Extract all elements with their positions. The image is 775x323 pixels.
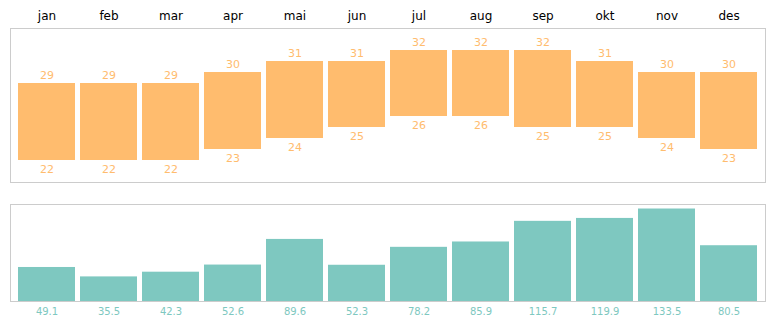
svg-text:32: 32 bbox=[412, 36, 426, 49]
svg-text:22: 22 bbox=[102, 163, 116, 176]
svg-text:85.9: 85.9 bbox=[470, 306, 492, 317]
svg-text:49.1: 49.1 bbox=[36, 306, 58, 317]
svg-text:31: 31 bbox=[288, 47, 302, 60]
svg-text:35.5: 35.5 bbox=[98, 306, 120, 317]
svg-text:31: 31 bbox=[598, 47, 612, 60]
svg-text:aug: aug bbox=[470, 9, 493, 23]
svg-text:22: 22 bbox=[40, 163, 54, 176]
svg-text:133.5: 133.5 bbox=[653, 306, 682, 317]
svg-text:mar: mar bbox=[159, 9, 183, 23]
svg-text:23: 23 bbox=[722, 152, 736, 165]
svg-text:30: 30 bbox=[660, 58, 674, 71]
svg-text:52.6: 52.6 bbox=[222, 306, 244, 317]
svg-text:25: 25 bbox=[598, 130, 612, 143]
svg-text:feb: feb bbox=[99, 9, 118, 23]
svg-text:30: 30 bbox=[226, 58, 240, 71]
svg-text:78.2: 78.2 bbox=[408, 306, 430, 317]
svg-text:26: 26 bbox=[474, 119, 488, 132]
svg-text:apr: apr bbox=[223, 9, 243, 23]
svg-text:29: 29 bbox=[40, 69, 54, 82]
svg-text:89.6: 89.6 bbox=[284, 306, 306, 317]
svg-text:22: 22 bbox=[164, 163, 178, 176]
svg-text:sep: sep bbox=[532, 9, 553, 23]
svg-text:119.9: 119.9 bbox=[591, 306, 620, 317]
svg-text:42.3: 42.3 bbox=[160, 306, 182, 317]
svg-text:115.7: 115.7 bbox=[529, 306, 558, 317]
svg-text:25: 25 bbox=[350, 130, 364, 143]
svg-text:26: 26 bbox=[412, 119, 426, 132]
svg-text:nov: nov bbox=[656, 9, 678, 23]
svg-text:25: 25 bbox=[536, 130, 550, 143]
svg-text:des: des bbox=[718, 9, 739, 23]
svg-text:29: 29 bbox=[164, 69, 178, 82]
svg-text:jul: jul bbox=[411, 9, 426, 23]
svg-text:32: 32 bbox=[474, 36, 488, 49]
svg-text:23: 23 bbox=[226, 152, 240, 165]
svg-text:31: 31 bbox=[350, 47, 364, 60]
svg-text:52.3: 52.3 bbox=[346, 306, 368, 317]
svg-text:30: 30 bbox=[722, 58, 736, 71]
svg-text:24: 24 bbox=[660, 141, 674, 154]
svg-text:jun: jun bbox=[347, 9, 367, 23]
svg-text:jan: jan bbox=[37, 9, 56, 23]
svg-text:29: 29 bbox=[102, 69, 116, 82]
svg-text:24: 24 bbox=[288, 141, 302, 154]
svg-text:32: 32 bbox=[536, 36, 550, 49]
svg-text:okt: okt bbox=[596, 9, 615, 23]
svg-text:mai: mai bbox=[284, 9, 306, 23]
svg-text:80.5: 80.5 bbox=[718, 306, 740, 317]
